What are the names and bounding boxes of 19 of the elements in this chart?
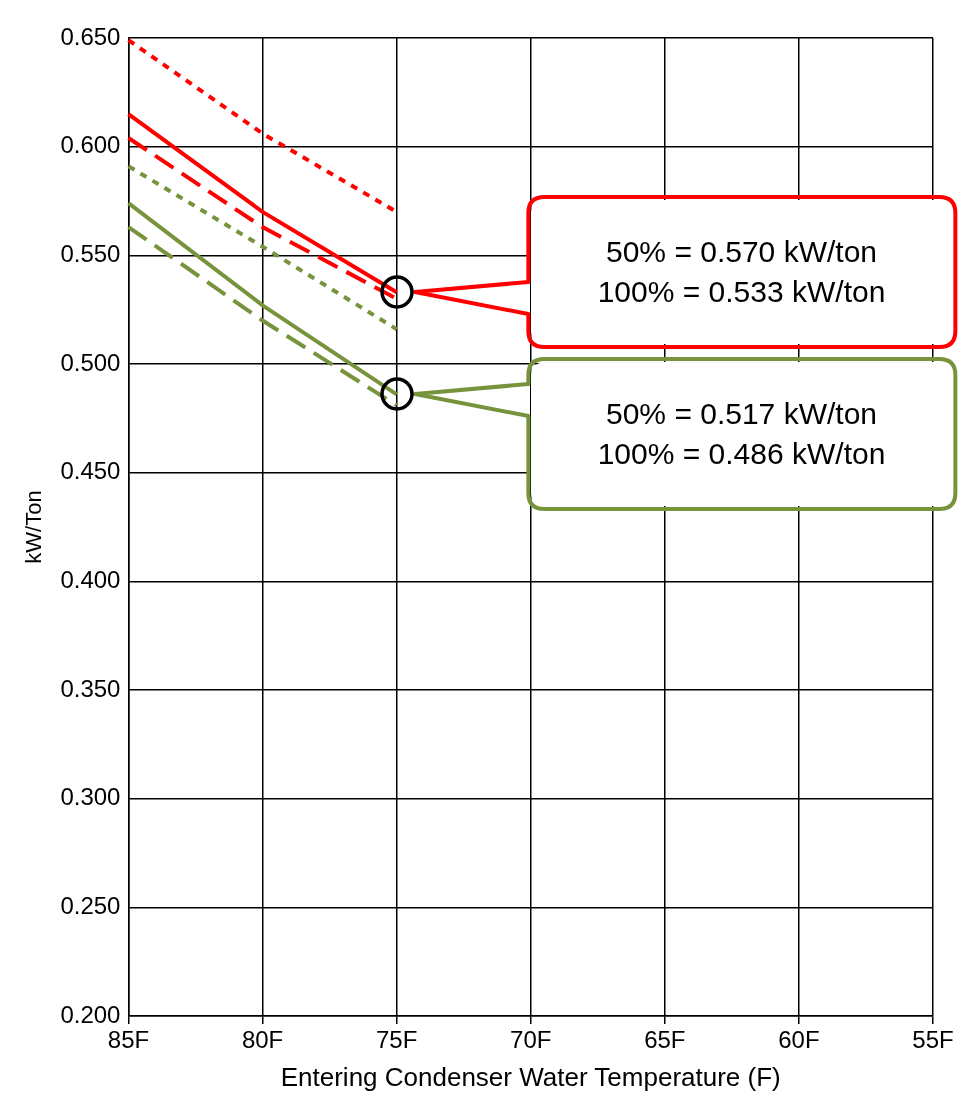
y-tick-label: 0.450	[60, 457, 121, 485]
x-tick-label: 60F	[778, 1026, 820, 1054]
y-tick-label: 0.500	[60, 348, 121, 376]
x-tick-label: 75F	[375, 1026, 418, 1054]
x-tick-label: 65F	[644, 1026, 686, 1054]
x-tick-label: 70F	[510, 1026, 552, 1054]
y-axis-title: kW/Ton	[21, 490, 47, 564]
y-tick-label: 0.650	[60, 22, 121, 50]
y-tick-label: 0.350	[60, 674, 121, 702]
y-tick-label: 0.400	[60, 565, 121, 593]
y-tick-label: 0.550	[60, 239, 121, 267]
y-tick-label: 0.300	[60, 783, 121, 811]
x-tick-label: 80F	[241, 1026, 284, 1054]
y-tick-label: 0.600	[60, 131, 121, 159]
y-tick-label: 0.200	[60, 1000, 121, 1028]
x-tick-label: 55F	[912, 1026, 954, 1054]
y-tick-label: 0.250	[60, 891, 121, 919]
x-tick-label: 85F	[107, 1026, 150, 1054]
x-axis-title: Entering Condenser Water Temperature (F)	[280, 1061, 781, 1092]
